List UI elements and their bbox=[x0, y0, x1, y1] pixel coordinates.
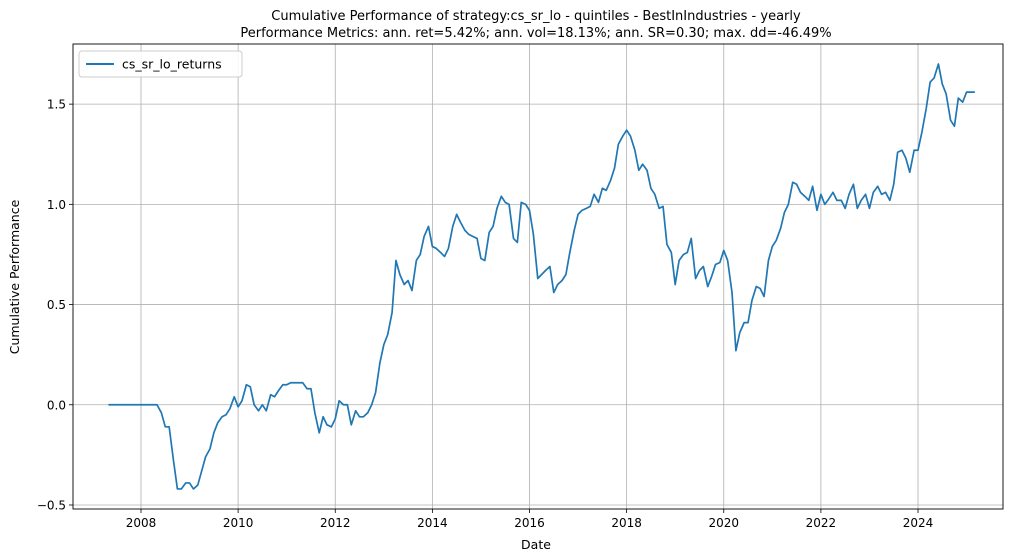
y-axis-ticks: −0.5 0.0 0.5 1.0 1.5 bbox=[37, 98, 73, 512]
x-tick-label: 2010 bbox=[223, 516, 254, 530]
y-axis-label: Cumulative Performance bbox=[7, 199, 22, 354]
x-tick-label: 2008 bbox=[126, 516, 157, 530]
plot-frame bbox=[72, 43, 1004, 510]
series-line-cs_sr_lo_returns bbox=[108, 63, 975, 490]
y-tick-label: 1.5 bbox=[47, 98, 66, 112]
y-tick-label: 1.0 bbox=[47, 198, 66, 212]
x-tick-label: 2018 bbox=[611, 516, 642, 530]
x-tick-label: 2022 bbox=[806, 516, 837, 530]
x-tick-label: 2020 bbox=[708, 516, 739, 530]
y-tick-label: 0.5 bbox=[47, 298, 66, 312]
x-tick-label: 2024 bbox=[903, 516, 934, 530]
x-tick-label: 2016 bbox=[514, 516, 545, 530]
x-tick-label: 2014 bbox=[417, 516, 448, 530]
legend-label: cs_sr_lo_returns bbox=[122, 57, 222, 72]
x-tick-label: 2012 bbox=[320, 516, 351, 530]
legend: cs_sr_lo_returns bbox=[78, 50, 243, 78]
x-axis-ticks: 2008 2010 2012 2014 2016 2018 2020 2022 2024 bbox=[126, 509, 934, 530]
x-axis-label: Date bbox=[521, 537, 551, 552]
grid-layer bbox=[73, 44, 1003, 509]
y-tick-label: 0.0 bbox=[47, 398, 66, 412]
chart-subtitle: Performance Metrics: ann. ret=5.42%; ann… bbox=[240, 26, 831, 41]
chart-title-group: Cumulative Performance of strategy:cs_sr… bbox=[240, 9, 831, 41]
line-layer bbox=[108, 63, 975, 490]
y-tick-label: −0.5 bbox=[37, 498, 66, 512]
legend-box bbox=[78, 50, 243, 78]
chart-title: Cumulative Performance of strategy:cs_sr… bbox=[271, 9, 801, 24]
